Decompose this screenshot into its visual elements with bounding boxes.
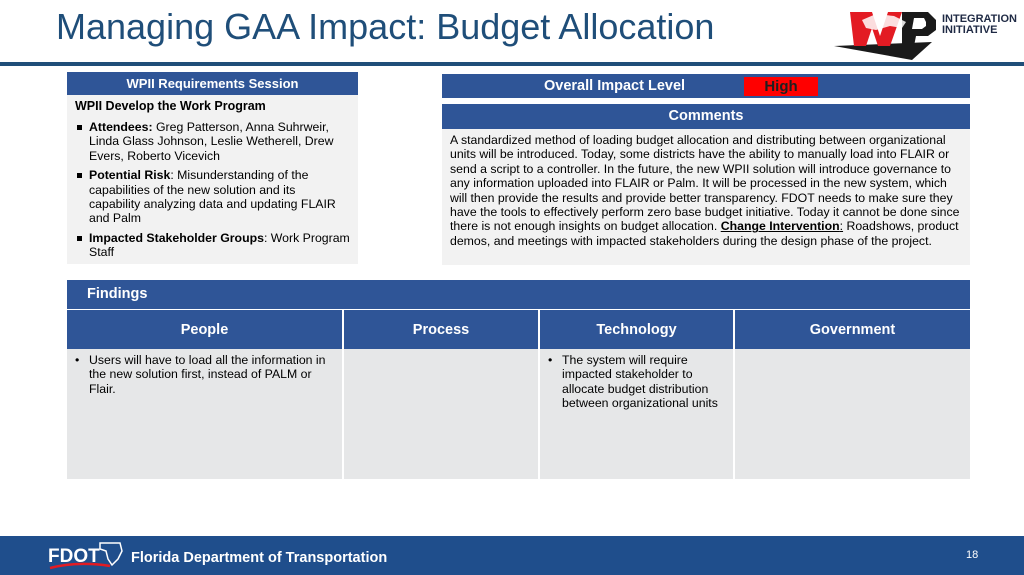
process-cell [344, 349, 538, 479]
attendees-item: Attendees: Greg Patterson, Anna Suhrweir… [77, 120, 350, 163]
fdot-logo: FDOT [48, 542, 123, 570]
requirements-header: WPII Requirements Session [67, 72, 358, 95]
logo-text: INTEGRATION INITIATIVE [942, 13, 1017, 36]
people-column: People Users will have to load all the i… [67, 309, 344, 479]
overall-impact-bar: Overall Impact Level High [442, 74, 970, 98]
process-column: Process [344, 309, 540, 479]
stakeholder-groups-item: Impacted Stakeholder Groups: Work Progra… [77, 231, 350, 260]
people-cell: Users will have to load all the informat… [67, 349, 342, 479]
government-cell [735, 349, 970, 479]
technology-header: Technology [540, 309, 733, 349]
title-divider [0, 62, 1024, 66]
change-intervention-text: Roadshows, product demos, and meetings w… [450, 219, 959, 248]
page-number: 18 [966, 549, 979, 561]
people-finding: Users will have to load all the informat… [73, 353, 336, 396]
technology-column: Technology The system will require impac… [540, 309, 735, 479]
process-header: Process [344, 309, 538, 349]
footer-org-name: Florida Department of Transportation [131, 550, 388, 566]
comments-body: A standardized method of loading budget … [442, 129, 970, 248]
government-header: Government [735, 309, 970, 349]
footer-bar: FDOT Florida Department of Transportatio… [0, 536, 1024, 575]
comments-panel: Comments A standardized method of loadin… [442, 104, 970, 265]
requirements-list: Attendees: Greg Patterson, Anna Suhrweir… [67, 120, 358, 260]
findings-header: Findings [67, 280, 970, 309]
technology-finding: The system will require impacted stakeho… [546, 353, 727, 411]
people-header: People [67, 309, 342, 349]
slide-title: Managing GAA Impact: Budget Allocation [56, 6, 715, 47]
wp-integration-logo [834, 12, 936, 60]
impact-label: Overall Impact Level [544, 78, 686, 94]
technology-cell: The system will require impacted stakeho… [540, 349, 733, 479]
change-intervention-colon: : [839, 219, 844, 234]
requirements-panel: WPII Requirements Session WPII Develop t… [67, 72, 358, 264]
impact-level-badge: High [744, 77, 818, 96]
potential-risk-item: Potential Risk: Misunderstanding of the … [77, 168, 350, 226]
comments-text: A standardized method of loading budget … [450, 133, 960, 234]
findings-table: Findings People Users will have to load … [67, 280, 970, 480]
comments-header: Comments [442, 104, 970, 129]
government-column: Government [735, 309, 970, 479]
svg-text:FDOT: FDOT [48, 546, 100, 567]
change-intervention-label: Change Intervention [720, 219, 840, 234]
requirements-subtitle: WPII Develop the Work Program [75, 99, 266, 113]
